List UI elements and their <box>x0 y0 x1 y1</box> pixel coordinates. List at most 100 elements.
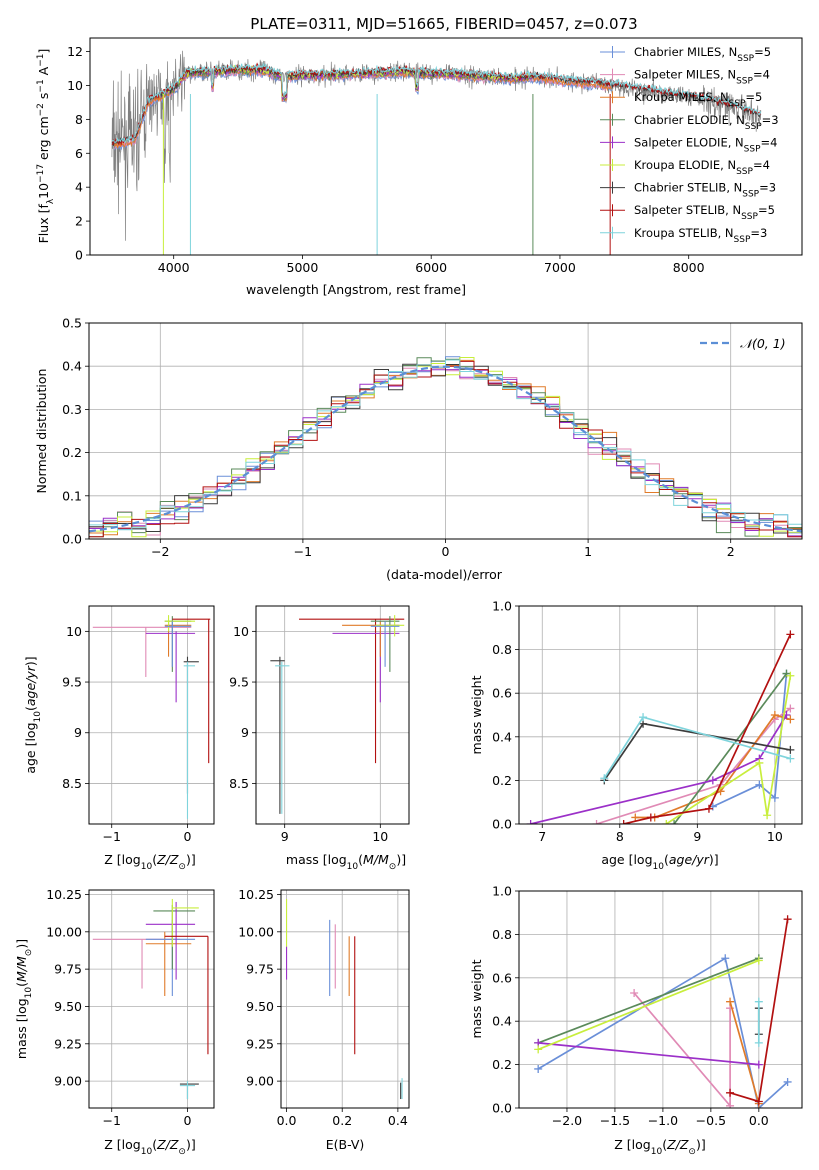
series-marker <box>726 997 735 1006</box>
y-tick-label: 4 <box>75 180 83 195</box>
x-tick-label: 9 <box>281 829 289 844</box>
y-tick-label: 0.8 <box>492 927 512 942</box>
label-part: −17 <box>36 164 46 183</box>
series-line <box>673 673 788 824</box>
label-part: =4 <box>753 158 770 172</box>
series-marker <box>526 820 535 824</box>
axes-frame <box>88 889 215 1109</box>
series-marker <box>786 630 795 639</box>
y-tick-label: 9.00 <box>246 1074 274 1089</box>
y-tick-label: 9.50 <box>54 999 82 1014</box>
figure-title: PLATE=0311, MJD=51665, FIBERID=0457, z=0… <box>250 15 637 33</box>
series-marker <box>592 820 601 824</box>
y-tick-label: 0.5 <box>62 316 82 331</box>
label-part: SSP <box>742 190 759 200</box>
x-tick-label: 0.0 <box>277 1113 297 1128</box>
series-line <box>729 1001 760 1104</box>
label-part: ( <box>358 852 363 867</box>
y-tick-label: 0.4 <box>62 359 82 374</box>
label-part: mass [log <box>14 998 29 1059</box>
label-part: 10 <box>24 987 34 999</box>
series-marker <box>708 776 717 785</box>
label-part: s <box>36 93 51 104</box>
label-part: 10 <box>36 183 51 199</box>
x-tick-label: −1.0 <box>648 1113 678 1128</box>
series-marker <box>763 811 772 820</box>
label-part: age [log <box>601 852 652 867</box>
series-marker <box>754 997 763 1006</box>
legend-entry: Chabrier ELODIE, NSSP=3 <box>634 113 779 132</box>
axes-frame <box>88 322 803 540</box>
label-part: ( <box>152 852 157 867</box>
y-tick-label: 0.4 <box>492 1014 512 1029</box>
y-tick-label: 9.00 <box>54 1074 82 1089</box>
y-tick-label: 8.5 <box>62 776 82 791</box>
legend-entry: Kroupa ELODIE, NSSP=4 <box>634 158 770 177</box>
y-axis-label: mass [log10(M/M⊙)] <box>14 939 34 1059</box>
x-tick-label: 0.4 <box>388 1113 408 1128</box>
label-part: Z/Z <box>666 1137 689 1152</box>
y-tick-label: 10.25 <box>238 887 274 902</box>
legend-entry: 𝒩(0, 1) <box>740 336 786 351</box>
label-part: age/yr <box>23 665 38 706</box>
label-part: M/M <box>14 956 29 982</box>
x-axis-label: Z [log10(Z/Z⊙)] <box>104 1137 195 1157</box>
x-tick-label: 0.0 <box>749 1113 769 1128</box>
y-axis-label: mass weight <box>469 675 484 754</box>
y-tick-label: 1.0 <box>492 599 512 614</box>
panel-mass-vs-ebv: 0.0 0.2 0.4 9.00 9.25 9.50 9.75 10.00 10.25 E(B-V… <box>238 887 410 1152</box>
label-part: Salpeter MILES, N <box>634 68 736 82</box>
y-axis-label: Normed distribution <box>34 369 49 494</box>
label-part: Kroupa MILES, N <box>634 90 729 104</box>
label-part: ( <box>14 982 29 987</box>
series-marker <box>786 754 795 763</box>
series-marker <box>670 820 679 824</box>
label-part: SSP <box>741 212 758 222</box>
y-tick-label: 0 <box>75 248 83 263</box>
series-line <box>538 1042 759 1066</box>
panel-massweight-vs-z: −2.0 −1.5 −1.0 −0.5 0.0 0.0 0.2 0.4 0.6 0.8 1.0 Z [… <box>469 884 803 1157</box>
label-part: =3 <box>762 113 779 127</box>
series-marker <box>534 1045 543 1054</box>
label-part: Chabrier STELIB, N <box>634 181 742 195</box>
series-marker <box>770 711 779 719</box>
y-tick-label: 9 <box>74 725 82 740</box>
label-part: ( <box>23 706 38 711</box>
series-marker <box>783 1077 792 1086</box>
label-part: SSP <box>736 77 753 87</box>
series-marker <box>754 1038 763 1047</box>
series-marker <box>534 1064 543 1073</box>
series-marker <box>770 793 779 802</box>
x-tick-label: 10 <box>767 829 783 844</box>
series-marker <box>755 758 764 767</box>
spectrum-model-line <box>111 62 762 146</box>
x-axis-label: mass [log10(M/M⊙)] <box>286 852 406 872</box>
y-axis-label: mass weight <box>469 959 484 1038</box>
label-part: mass [log <box>286 852 347 867</box>
series-marker <box>721 954 730 963</box>
series-marker <box>754 956 763 965</box>
label-part: )] <box>14 939 29 949</box>
y-tick-label: 10 <box>67 78 83 93</box>
label-part: ⊙ <box>178 862 186 872</box>
label-part: 10 <box>653 862 665 872</box>
y-tick-label: 0.8 <box>492 642 512 657</box>
axes-frame <box>518 605 803 825</box>
y-tick-label: 1.0 <box>492 884 512 899</box>
gaussian-curve <box>89 365 802 533</box>
y-tick-label: 0.6 <box>492 686 512 701</box>
x-tick-label: −2 <box>151 544 169 559</box>
series-marker <box>662 820 671 824</box>
label-part: ⊙ <box>178 1147 186 1157</box>
x-tick-label: −0.5 <box>696 1113 726 1128</box>
x-axis-label: Z [log10(Z/Z⊙)] <box>614 1137 705 1157</box>
y-tick-label: 0.0 <box>62 532 82 547</box>
label-part: )] <box>186 852 196 867</box>
y-tick-label: 10.00 <box>238 924 274 939</box>
plot-area <box>92 898 209 1100</box>
plot-area <box>92 615 211 819</box>
series-marker <box>786 704 795 713</box>
label-part: erg cm <box>36 116 51 164</box>
x-tick-label: 1 <box>584 544 592 559</box>
spectrum-model-line <box>114 69 612 151</box>
